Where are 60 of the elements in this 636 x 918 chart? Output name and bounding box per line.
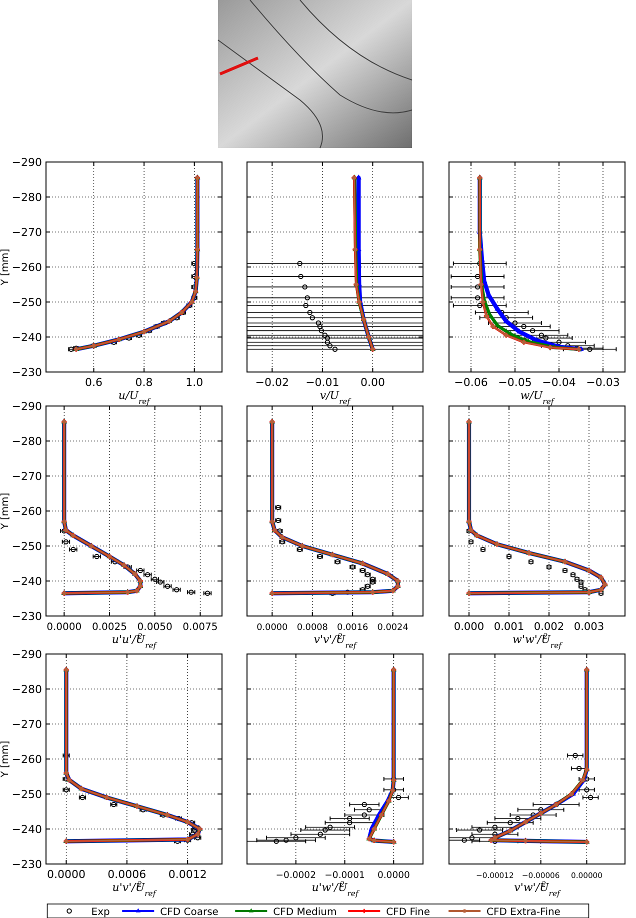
y-tick-label: −250 [12, 788, 42, 801]
y-tick-label: −280 [12, 191, 42, 204]
y-tick-label: −290 [12, 156, 42, 169]
x-tick-label: −0.0001 [324, 870, 365, 881]
y-tick-label: −230 [12, 858, 42, 871]
x-tick-label: 0.6 [85, 376, 103, 389]
x-tick-label: 0.8 [135, 376, 153, 389]
x-tick-label: −0.05 [498, 376, 532, 389]
y-axis-title: Y [mm] [0, 492, 11, 530]
legend-label: CFD Medium [273, 907, 337, 918]
x-tick-label: 0.002 [534, 620, 564, 633]
x-tick-label: −0.04 [542, 376, 576, 389]
y-tick-label: −230 [12, 610, 42, 623]
x-tick-label: −0.02 [255, 376, 289, 389]
x-tick-label: 0.0000 [256, 623, 288, 633]
x-tick-label: 0.0000 [46, 868, 86, 881]
x-tick-label: 0.0016 [337, 623, 368, 633]
y-tick-label: −260 [12, 753, 42, 766]
x-tick-label: 0.003 [574, 620, 604, 633]
x-tick-label: 1.0 [186, 376, 204, 389]
legend-label: CFD Extra-Fine [486, 907, 560, 918]
y-tick-label: −250 [12, 540, 42, 553]
y-tick-label: −280 [12, 435, 42, 448]
legend-label: CFD Fine [386, 907, 430, 918]
x-tick-label: 0.0025 [92, 622, 128, 633]
y-tick-label: −240 [12, 575, 42, 588]
x-axis-title: w/U$_{ref}$ [520, 389, 555, 406]
y-tick-label: −280 [12, 683, 42, 696]
y-tick-label: −230 [12, 366, 42, 379]
x-axis-title: u/U$_{ref}$ [118, 389, 151, 406]
y-tick-label: −270 [12, 226, 42, 239]
x-tick-label: 0.0012 [168, 868, 207, 881]
y-tick-label: −240 [12, 331, 42, 344]
y-tick-label: −260 [12, 261, 42, 274]
y-tick-label: −290 [12, 648, 42, 661]
legend-label: Exp [91, 907, 110, 918]
y-tick-label: −260 [12, 505, 42, 518]
x-tick-label: 0.000 [454, 620, 484, 633]
x-tick-label: 0.0000 [377, 870, 410, 881]
x-tick-label: 0.0008 [296, 623, 328, 633]
x-tick-label: 0.0075 [182, 622, 218, 633]
x-axis-title: v/U$_{ref}$ [320, 389, 352, 406]
x-tick-label: 0.0024 [377, 623, 409, 633]
x-tick-label: −0.0002 [276, 870, 316, 881]
x-tick-label: 0.0050 [137, 622, 172, 633]
y-tick-label: −240 [12, 823, 42, 836]
y-axis-title: Y [mm] [0, 248, 11, 286]
x-tick-label: −0.01 [306, 376, 340, 389]
x-tick-label: 0.0006 [108, 868, 146, 881]
y-tick-label: −270 [12, 718, 42, 731]
x-tick-label: 0.00 [360, 376, 385, 389]
y-axis-title: Y [mm] [0, 740, 11, 778]
y-tick-label: −250 [12, 296, 42, 309]
x-tick-label: −0.03 [586, 376, 620, 389]
y-tick-label: −270 [12, 470, 42, 483]
x-tick-label: −0.06 [454, 376, 488, 389]
y-tick-label: −290 [12, 400, 42, 413]
x-tick-label: 0.0000 [46, 622, 82, 633]
x-tick-label: 0.001 [494, 620, 524, 633]
legend-label: CFD Coarse [160, 907, 218, 918]
